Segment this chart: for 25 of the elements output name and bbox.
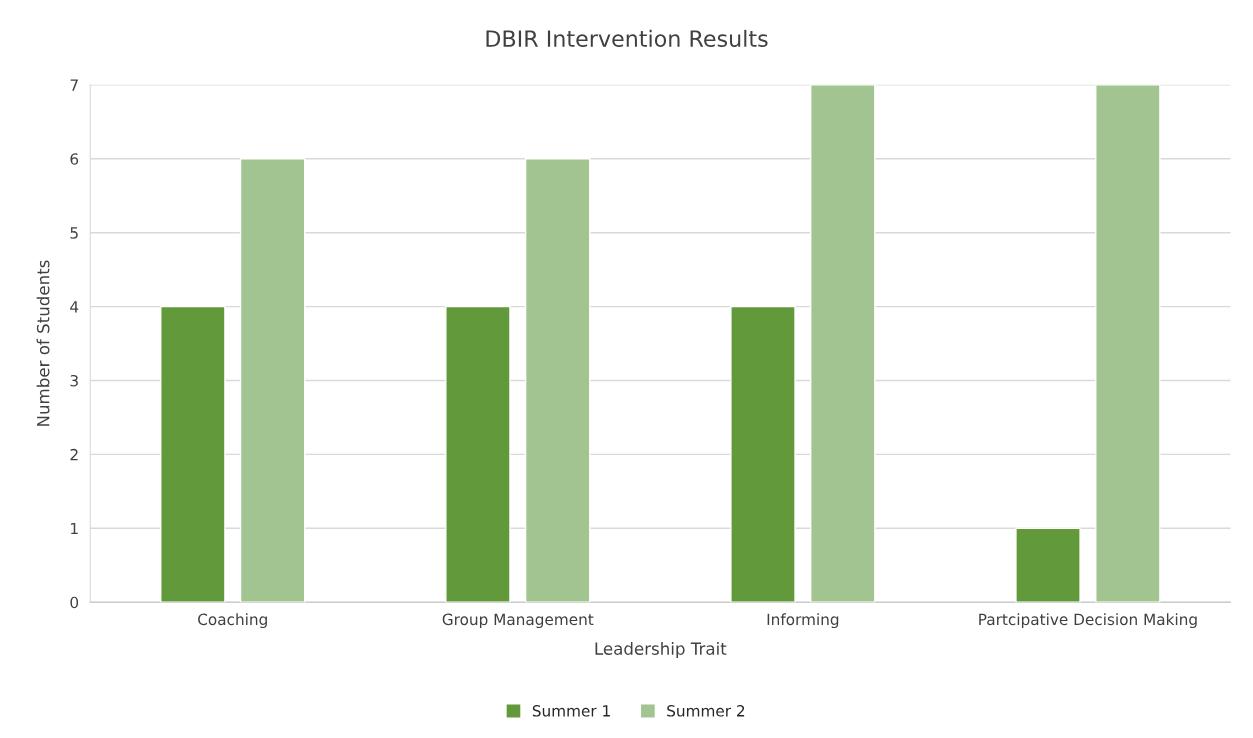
x-tick-label: Informing [767, 613, 839, 629]
y-tick-label: 7 [70, 79, 78, 91]
bar [445, 305, 511, 603]
y-tick-label: 0 [70, 596, 79, 609]
legend-label: Summer 2 [667, 705, 745, 717]
bar [1015, 527, 1081, 603]
x-tick-label: Partcipative Decision Making [979, 613, 1197, 629]
y-tick-label: 1 [71, 522, 78, 535]
x-tick-label: Coaching [198, 613, 267, 629]
y-tick-label: 2 [70, 448, 78, 461]
chart-title: DBIR Intervention Results [486, 29, 768, 48]
bar [160, 305, 226, 603]
legend-label: Summer 1 [532, 705, 610, 717]
y-tick-label: 3 [70, 374, 78, 387]
y-tick-label: 5 [70, 227, 78, 239]
y-axis-title: Number of Students [36, 260, 50, 426]
x-tick-label: Group Management [442, 613, 594, 629]
bar [239, 158, 306, 603]
y-tick-label: 6 [70, 153, 79, 165]
bar [1095, 84, 1161, 603]
x-axis-title: Leadership Trait [595, 641, 727, 659]
y-tick-label: 4 [70, 301, 79, 313]
bar [524, 158, 591, 603]
bar [730, 305, 796, 603]
bar [810, 84, 876, 603]
